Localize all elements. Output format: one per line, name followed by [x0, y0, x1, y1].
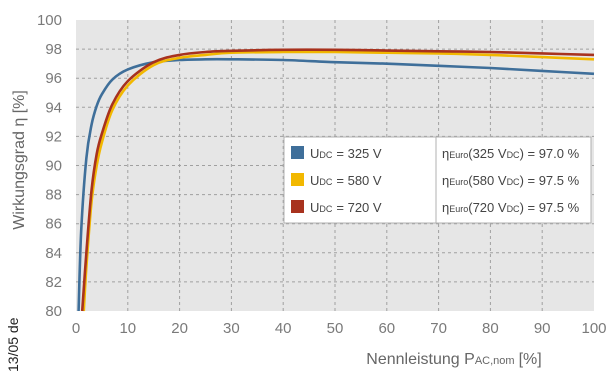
y-tick-94: 94 — [45, 99, 62, 116]
legend-eta-325v: ηEuro(325 VDC) = 97.0 % — [442, 146, 580, 161]
x-tick-80: 80 — [482, 320, 499, 337]
x-tick-70: 70 — [430, 320, 447, 337]
series-line-580v — [82, 50, 595, 312]
x-tick-50: 50 — [327, 320, 344, 337]
y-tick-90: 90 — [45, 158, 62, 175]
legend-label-580v-u: U — [310, 173, 319, 188]
y-tick-86: 86 — [45, 216, 62, 233]
legend-label-325v-value: = 325 V — [336, 146, 382, 161]
y-tick-84: 84 — [45, 245, 62, 262]
legend-box — [283, 136, 592, 224]
y-tick-labels: 100 98 96 94 92 90 88 86 84 82 80 — [37, 12, 62, 320]
legend-label-720v: UDC = 720 V — [310, 200, 382, 215]
y-tick-88: 88 — [45, 187, 62, 204]
legend-label-580v: UDC = 580 V — [310, 173, 382, 188]
legend-label-325v-sub: DC — [319, 150, 332, 160]
x-tick-90: 90 — [534, 320, 551, 337]
legend-eta-580v-mid: (580 V — [468, 173, 507, 188]
x-axis-title-unit: [%] — [519, 351, 542, 368]
legend-swatch-580v — [291, 173, 304, 186]
legend-eta-325v-sub: Euro — [449, 150, 468, 160]
side-label: 13/05 de — [5, 317, 21, 372]
legend-label-580v-sub: DC — [319, 177, 332, 187]
legend-eta-580v-post: ) = 97.5 % — [520, 173, 580, 188]
y-axis-title: Wirkungsgrad η [%] — [11, 90, 28, 230]
legend-eta-720v-sub2: DC — [507, 204, 520, 214]
legend-eta-720v-post: ) = 97.5 % — [520, 200, 580, 215]
legend-swatch-325v — [291, 146, 304, 159]
legend: UDC = 325 V ηEuro(325 VDC) = 97.0 % UDC = … — [283, 136, 592, 224]
x-tick-0: 0 — [72, 320, 80, 337]
y-tick-92: 92 — [45, 128, 62, 145]
legend-eta-580v: ηEuro(580 VDC) = 97.5 % — [442, 173, 580, 188]
x-tick-40: 40 — [275, 320, 292, 337]
legend-eta-720v: ηEuro(720 VDC) = 97.5 % — [442, 200, 580, 215]
y-tick-98: 98 — [45, 41, 62, 58]
legend-label-720v-value: = 720 V — [336, 200, 382, 215]
legend-eta-580v-sub: Euro — [449, 177, 468, 187]
x-tick-100: 100 — [581, 320, 606, 337]
legend-swatch-720v — [291, 200, 304, 213]
x-axis-title-sub: AC,nom — [475, 355, 515, 367]
legend-label-580v-value: = 580 V — [336, 173, 382, 188]
legend-eta-720v-pre: η — [442, 200, 449, 215]
y-tick-96: 96 — [45, 70, 62, 87]
legend-label-720v-sub: DC — [319, 204, 332, 214]
y-tick-80: 80 — [45, 303, 62, 320]
series-line-325v — [77, 57, 595, 312]
legend-eta-720v-sub: Euro — [449, 204, 468, 214]
x-tick-20: 20 — [171, 320, 188, 337]
series-line-720v — [80, 48, 595, 312]
legend-label-720v-u: U — [310, 200, 319, 215]
legend-eta-325v-sub2: DC — [507, 150, 520, 160]
legend-eta-325v-pre: η — [442, 146, 449, 161]
legend-eta-720v-mid: (720 V — [468, 200, 507, 215]
x-tick-labels: 0 10 20 30 40 50 60 70 80 90 100 — [72, 320, 607, 337]
legend-label-325v: UDC = 325 V — [310, 146, 382, 161]
x-axis-title-main: Nennleistung P — [366, 351, 475, 368]
x-tick-60: 60 — [378, 320, 395, 337]
series-lines — [77, 48, 595, 312]
legend-eta-580v-sub2: DC — [507, 177, 520, 187]
y-tick-82: 82 — [45, 274, 62, 291]
legend-label-325v-u: U — [310, 146, 319, 161]
legend-eta-325v-mid: (325 V — [468, 146, 507, 161]
legend-eta-325v-post: ) = 97.0 % — [520, 146, 580, 161]
y-tick-100: 100 — [37, 12, 62, 29]
x-axis-title: Nennleistung PAC,nom [%] — [366, 351, 541, 368]
legend-eta-580v-pre: η — [442, 173, 449, 188]
x-tick-10: 10 — [119, 320, 136, 337]
x-tick-30: 30 — [223, 320, 240, 337]
